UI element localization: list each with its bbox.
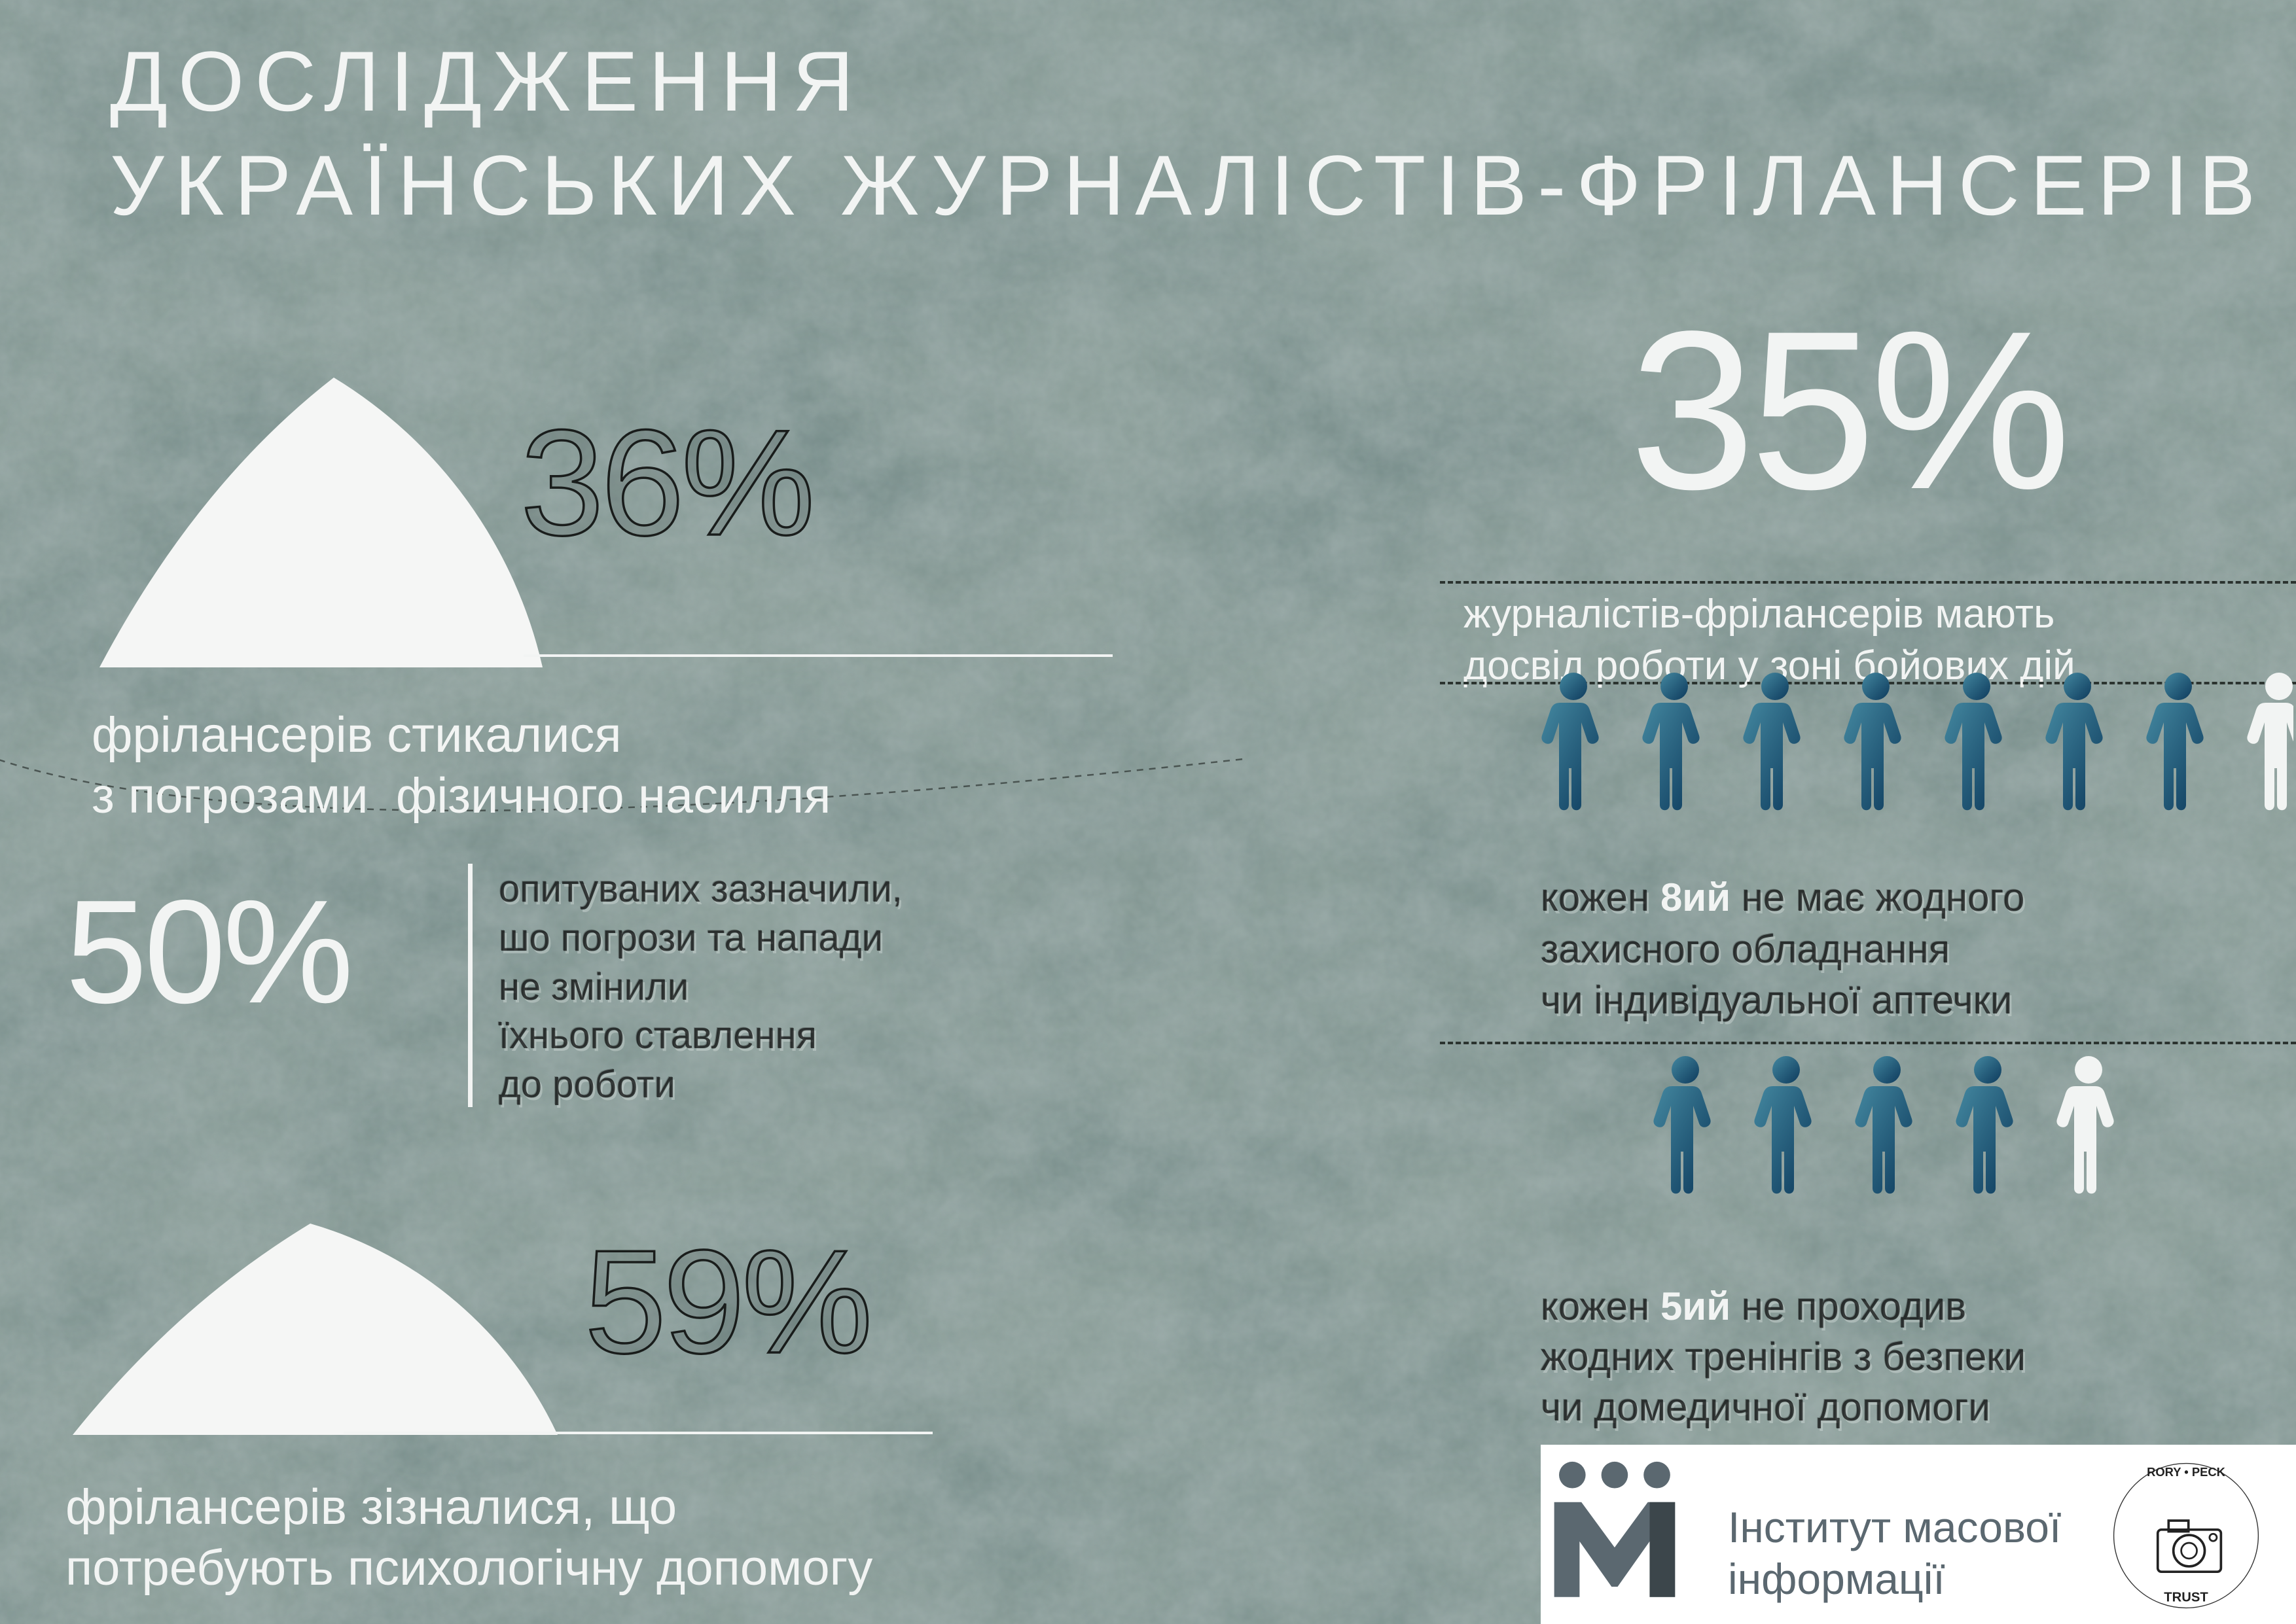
svg-text:RORY • PECK: RORY • PECK: [2147, 1465, 2226, 1479]
svg-text:TRUST: TRUST: [2164, 1590, 2208, 1604]
